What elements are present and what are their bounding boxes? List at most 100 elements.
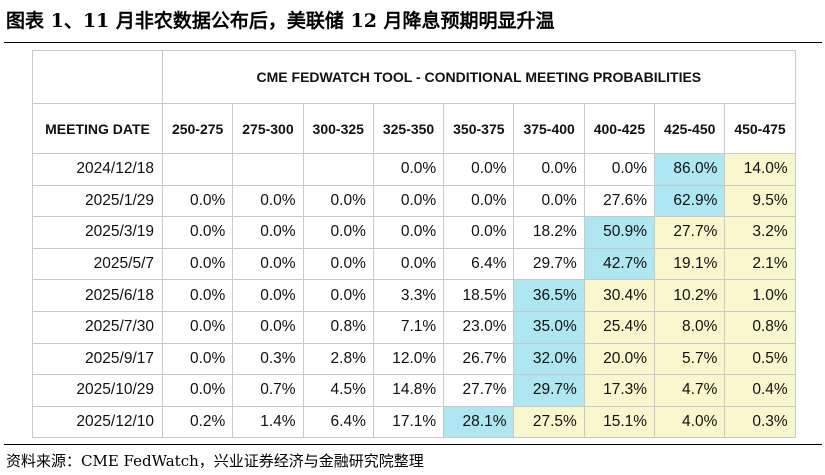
probability-cell: 26.7% [443,342,515,376]
probability-cell: 0.0% [302,279,374,312]
probability-cell [232,153,304,186]
probability-cell: 0.0% [232,279,304,312]
data-row: 2025/12/10 0.2% 1.4% 6.4% 17.1% 28.1% 27.5% 15.… [32,405,796,439]
probability-cell: 1.0% [724,279,796,312]
probability-table: CME FEDWATCH TOOL - CONDITIONAL MEETING … [32,50,796,439]
probability-cell: 0.0% [232,216,304,249]
probability-cell: 50.9% [583,216,656,249]
rule [4,42,822,43]
data-row: 2025/10/29 0.0% 0.7% 4.5% 14.8% 27.7% 29.7% 17.… [32,374,796,407]
probability-cell: 0.0% [161,184,234,218]
title: 图表 1、11 月非农数据公布后，美联储 12 月降息预期明显升温 [6,10,555,32]
column-header: 300-325 [302,103,374,154]
probability-cell: 27.6% [583,184,656,218]
probability-cell: 23.0% [443,310,515,344]
probability-cell: 32.0% [513,342,585,376]
meeting-date: 2025/5/7 [32,247,163,281]
probability-cell: 5.7% [654,342,726,376]
probability-cell: 36.5% [513,279,585,312]
probability-cell: 0.0% [513,153,585,186]
header-row: MEETING DATE 250-275 275-300 300-325 325-350… [32,103,796,154]
probability-cell: 18.5% [443,279,515,312]
data-row: 2025/5/7 0.0% 0.0% 0.0% 0.0% 6.4% 29.7% 42.7% 19… [32,247,796,281]
corner-cell [32,50,163,104]
probability-cell: 12.0% [372,342,445,376]
probability-cell: 0.0% [443,184,515,218]
probability-cell: 29.7% [513,374,585,407]
column-header: 375-400 [513,103,585,154]
probability-cell: 0.0% [372,247,445,281]
probability-cell: 4.7% [654,374,726,407]
probability-cell: 15.1% [583,405,656,439]
probability-cell: 6.4% [302,405,374,439]
probability-cell: 8.0% [654,310,726,344]
probability-cell: 0.0% [232,184,304,218]
column-header: MEETING DATE [32,103,163,154]
probability-cell: 0.0% [372,184,445,218]
data-row: 2024/12/18 0.0% 0.0% 0.0% 0.0% 86.0% 14.0% [32,153,796,186]
probability-cell [161,153,234,186]
meeting-date: 2025/1/29 [32,184,163,218]
probability-cell: 0.0% [443,153,515,186]
rule [4,444,822,445]
probability-cell: 0.0% [513,184,585,218]
probability-cell: 0.3% [724,405,796,439]
probability-cell: 4.0% [654,405,726,439]
column-header: 450-475 [724,103,796,154]
column-header: 350-375 [443,103,515,154]
meeting-date: 2025/7/30 [32,310,163,344]
probability-cell: 0.0% [161,216,234,249]
probability-cell: 18.2% [513,216,585,249]
column-header: 275-300 [232,103,304,154]
column-header: 325-350 [372,103,445,154]
caption: CME FEDWATCH TOOL - CONDITIONAL MEETING … [162,50,796,104]
probability-cell: 0.0% [161,247,234,281]
probability-cell: 14.0% [724,153,796,186]
probability-cell: 35.0% [513,310,585,344]
probability-cell: 0.0% [583,153,656,186]
probability-cell: 2.8% [302,342,374,376]
column-header: 250-275 [161,103,234,154]
probability-cell: 0.0% [161,374,234,407]
probability-cell: 10.2% [654,279,726,312]
data-row: 2025/7/30 0.0% 0.0% 0.8% 7.1% 23.0% 35.0% 25.4%… [32,310,796,344]
probability-cell: 17.3% [583,374,656,407]
probability-cell: 0.8% [302,310,374,344]
meeting-date: 2024/12/18 [32,153,163,186]
probability-cell: 0.0% [161,279,234,312]
probability-cell: 0.0% [232,247,304,281]
probability-cell: 0.0% [372,153,445,186]
probability-cell: 0.3% [232,342,304,376]
probability-cell: 86.0% [654,153,726,186]
probability-cell: 3.2% [724,216,796,249]
probability-cell: 0.4% [724,374,796,407]
data-row: 2025/6/18 0.0% 0.0% 0.0% 3.3% 18.5% 36.5% 30.4%… [32,279,796,312]
data-row: 2025/1/29 0.0% 0.0% 0.0% 0.0% 0.0% 0.0% 27.6% 62… [32,184,796,218]
probability-cell: 7.1% [372,310,445,344]
data-row: 2025/3/19 0.0% 0.0% 0.0% 0.0% 0.0% 18.2% 50.9% 2… [32,216,796,249]
probability-cell: 0.8% [724,310,796,344]
probability-cell: 27.7% [443,374,515,407]
probability-cell: 30.4% [583,279,656,312]
meeting-date: 2025/9/17 [32,342,163,376]
probability-cell: 0.0% [302,247,374,281]
meeting-date: 2025/6/18 [32,279,163,312]
probability-cell: 20.0% [583,342,656,376]
column-header: 400-425 [583,103,656,154]
probability-cell: 9.5% [724,184,796,218]
probability-cell: 28.1% [443,405,515,439]
probability-cell: 0.5% [724,342,796,376]
probability-cell: 25.4% [583,310,656,344]
probability-cell: 0.0% [372,216,445,249]
meeting-date: 2025/12/10 [32,405,163,439]
probability-cell: 62.9% [654,184,726,218]
probability-cell: 14.8% [372,374,445,407]
meeting-date: 2025/3/19 [32,216,163,249]
probability-cell: 27.5% [513,405,585,439]
probability-cell: 3.3% [372,279,445,312]
probability-cell: 0.0% [161,310,234,344]
header-row: CME FEDWATCH TOOL - CONDITIONAL MEETING … [32,50,796,104]
probability-cell: 0.0% [232,310,304,344]
probability-cell: 17.1% [372,405,445,439]
